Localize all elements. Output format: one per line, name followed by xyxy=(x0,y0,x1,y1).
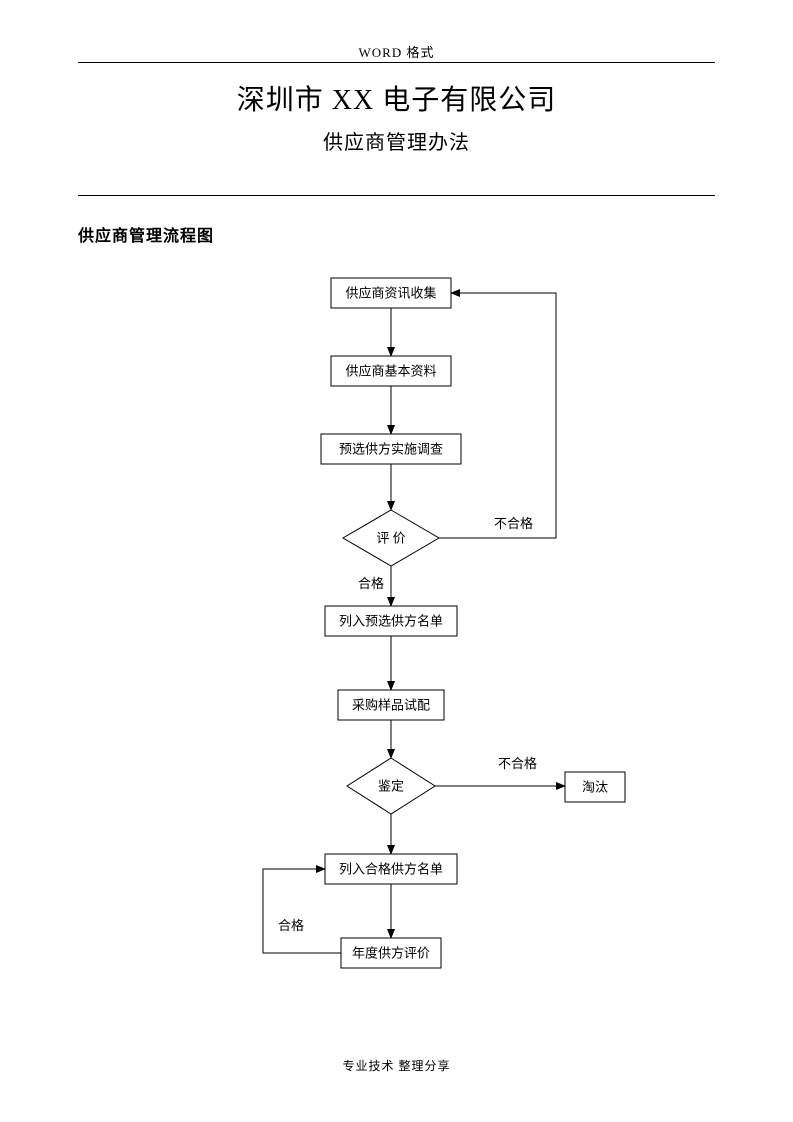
page-subtitle: 供应商管理办法 xyxy=(0,126,793,155)
flow-node-label: 供应商基本资料 xyxy=(345,364,436,379)
flowchart-svg: 合格不合格不合格合格供应商资讯收集供应商基本资料预选供方实施调查评 价列入预选供… xyxy=(78,270,715,1030)
flow-node-label: 淘汰 xyxy=(582,780,608,795)
header-line xyxy=(78,62,715,63)
flow-node-label: 列入预选供方名单 xyxy=(339,614,443,629)
flow-edge-label: 不合格 xyxy=(498,756,537,771)
footer-text: 专业技术 整理分享 xyxy=(0,1057,793,1074)
flow-edge-label: 不合格 xyxy=(494,516,533,531)
flow-node-label: 供应商资讯收集 xyxy=(345,286,436,301)
flowchart-container: 合格不合格不合格合格供应商资讯收集供应商基本资料预选供方实施调查评 价列入预选供… xyxy=(78,270,715,1030)
page-title: 深圳市 XX 电子有限公司 xyxy=(0,78,793,118)
divider-line xyxy=(78,195,715,196)
flow-node-label: 鉴定 xyxy=(378,779,404,794)
flow-edge xyxy=(439,293,556,538)
flow-edge-label: 合格 xyxy=(278,918,304,933)
section-title: 供应商管理流程图 xyxy=(78,222,214,246)
flow-node-label: 列入合格供方名单 xyxy=(339,862,443,877)
flow-node-label: 评 价 xyxy=(376,531,405,546)
flow-node-label: 预选供方实施调查 xyxy=(339,442,443,457)
flow-edge-label: 合格 xyxy=(358,576,384,591)
flow-node-label: 年度供方评价 xyxy=(352,946,430,961)
flow-node-label: 采购样品试配 xyxy=(352,698,430,713)
header-label: WORD 格式 xyxy=(0,42,793,61)
